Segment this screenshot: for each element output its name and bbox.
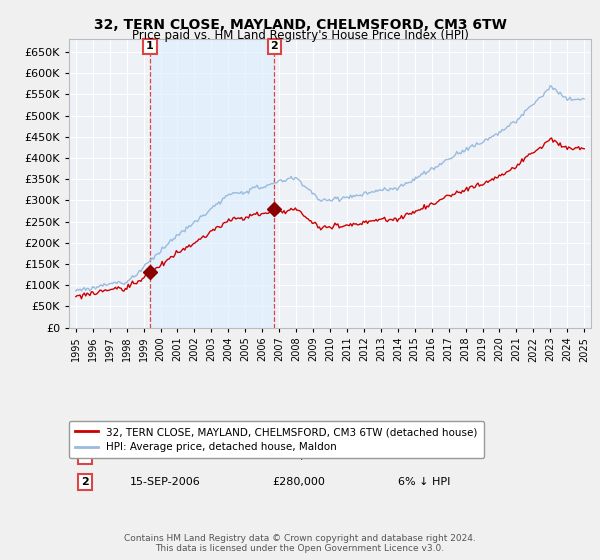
Text: Price paid vs. HM Land Registry's House Price Index (HPI): Price paid vs. HM Land Registry's House … <box>131 29 469 42</box>
Text: Contains HM Land Registry data © Crown copyright and database right 2024.
This d: Contains HM Land Registry data © Crown c… <box>124 534 476 553</box>
Legend: 32, TERN CLOSE, MAYLAND, CHELMSFORD, CM3 6TW (detached house), HPI: Average pric: 32, TERN CLOSE, MAYLAND, CHELMSFORD, CM3… <box>69 421 484 459</box>
Text: £280,000: £280,000 <box>272 477 325 487</box>
Text: 11% ↑ HPI: 11% ↑ HPI <box>394 451 454 461</box>
Text: 6% ↓ HPI: 6% ↓ HPI <box>398 477 450 487</box>
Text: 2: 2 <box>81 477 89 487</box>
Text: £129,995: £129,995 <box>272 451 325 461</box>
Text: 2: 2 <box>271 41 278 52</box>
Text: 28-MAY-1999: 28-MAY-1999 <box>130 451 202 461</box>
Bar <box>150 39 274 328</box>
Text: 1: 1 <box>81 451 89 461</box>
Text: 15-SEP-2006: 15-SEP-2006 <box>130 477 201 487</box>
Text: 32, TERN CLOSE, MAYLAND, CHELMSFORD, CM3 6TW: 32, TERN CLOSE, MAYLAND, CHELMSFORD, CM3… <box>94 18 506 32</box>
Text: 1: 1 <box>146 41 154 52</box>
